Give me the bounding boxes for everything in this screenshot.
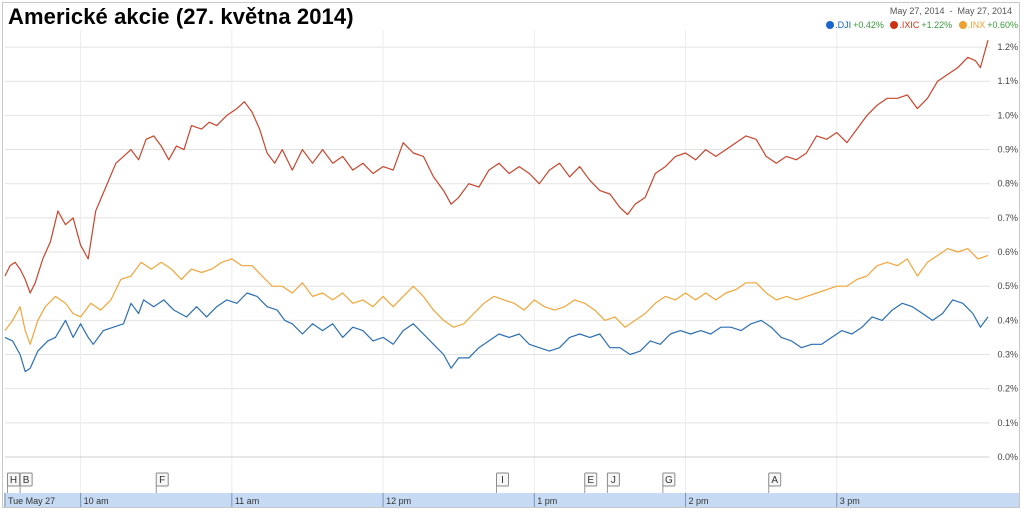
annotation-flag-i[interactable]: I <box>496 472 509 487</box>
annotation-flag-j[interactable]: J <box>606 472 620 487</box>
legend: .DJI +0.42% .IXIC +1.22% .INX +0.60% <box>822 20 1018 30</box>
x-tick-label: 1 pm <box>537 496 557 506</box>
annotation-flag-box <box>584 472 598 487</box>
legend-item-inx[interactable]: .INX +0.60% <box>958 20 1018 30</box>
legend-symbol: .IXIC <box>899 20 920 30</box>
annotation-flag-label: J <box>611 475 616 486</box>
annotation-flag-a[interactable]: A <box>768 472 782 487</box>
x-tick-label: Tue May 27 <box>8 496 55 506</box>
annotation-flag-label: E <box>587 475 594 486</box>
legend-dot-icon <box>890 21 899 29</box>
y-tick-label: 0.8% <box>997 179 1018 189</box>
annotation-flag-box <box>19 472 33 487</box>
annotation-flag-label: A <box>771 475 778 486</box>
y-tick-label: 0.3% <box>997 350 1018 360</box>
y-tick-label: 1.1% <box>997 76 1018 86</box>
y-tick-label: 0.9% <box>997 145 1018 155</box>
annotation-flag-label: F <box>159 475 165 486</box>
x-tick-label: 11 am <box>235 496 259 506</box>
annotation-flag-box <box>662 472 676 487</box>
annotation-flag-box <box>496 472 509 487</box>
annotation-flag-box <box>155 472 169 487</box>
annotation-flag-label: I <box>501 475 504 486</box>
legend-change: +1.22% <box>921 20 953 30</box>
annotation-flag-h[interactable]: H <box>7 472 21 487</box>
series-line-inx <box>4 248 989 345</box>
y-tick-label: 0.7% <box>997 213 1018 223</box>
series-line-ixic <box>4 40 989 294</box>
series-line-dji <box>4 292 989 373</box>
annotation-flag-label: B <box>23 475 30 486</box>
legend-dot-icon <box>958 21 967 29</box>
legend-symbol: .DJI <box>835 20 852 30</box>
legend-symbol: .INX <box>967 20 986 30</box>
annotation-flag-g[interactable]: G <box>662 472 676 487</box>
y-tick-label: 0.4% <box>997 315 1018 325</box>
chart-title: Americké akcie (27. května 2014) <box>8 4 354 29</box>
legend-item-dji[interactable]: .DJI +0.42% <box>826 20 884 30</box>
annotation-flag-box <box>7 472 21 487</box>
annotation-flag-label: G <box>665 475 673 486</box>
x-tick-label: 2 pm <box>689 496 709 506</box>
annotation-flag-e[interactable]: E <box>584 472 598 487</box>
legend-change: +0.60% <box>987 20 1018 30</box>
time-axis-band <box>4 493 1019 507</box>
y-tick-label: 0.1% <box>997 418 1018 428</box>
x-tick-label: 3 pm <box>840 496 860 506</box>
annotation-flag-b[interactable]: B <box>19 472 33 487</box>
annotation-flag-f[interactable]: F <box>155 472 169 487</box>
y-tick-label: 1.0% <box>997 110 1018 120</box>
date-range: May 27, 2014 - May 27, 2014 <box>889 6 1012 16</box>
legend-item-ixic[interactable]: .IXIC +1.22% <box>890 20 952 30</box>
y-tick-label: 1.2% <box>997 42 1018 52</box>
annotation-flag-label: H <box>10 475 17 486</box>
annotation-flag-box <box>606 472 620 487</box>
y-tick-label: 0.2% <box>997 384 1018 394</box>
y-tick-label: 0.0% <box>997 452 1018 462</box>
x-tick-label: 10 am <box>84 496 109 506</box>
annotation-flag-box <box>768 472 782 487</box>
legend-dot-icon <box>826 21 835 29</box>
legend-change: +0.42% <box>853 20 884 30</box>
x-tick-label: 12 pm <box>386 496 411 506</box>
y-tick-label: 0.5% <box>997 281 1018 291</box>
y-tick-label: 0.6% <box>997 247 1018 257</box>
